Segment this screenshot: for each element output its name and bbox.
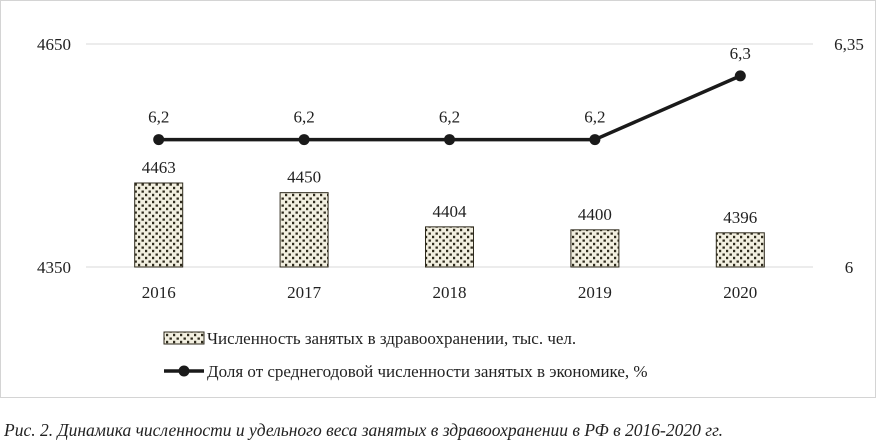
bar xyxy=(715,232,765,268)
bar-value-label: 4450 xyxy=(287,168,321,187)
bar xyxy=(425,226,474,268)
line-value-label: 6,2 xyxy=(148,108,169,127)
x-tick-label: 2016 xyxy=(142,283,176,302)
bar xyxy=(279,192,329,268)
line-point xyxy=(734,70,746,82)
bar xyxy=(134,182,184,268)
legend-line-label: Доля от среднегодовой численности заняты… xyxy=(207,362,648,381)
legend-bar-label: Численность занятых в здравоохранении, т… xyxy=(207,329,576,348)
right-axis-tick-label: 6,35 xyxy=(834,35,864,54)
x-tick-label: 2017 xyxy=(287,283,322,302)
x-tick-label: 2018 xyxy=(433,283,467,302)
left-axis-tick-label: 4650 xyxy=(37,35,71,54)
legend-bar-swatch xyxy=(163,331,205,345)
chart-canvas: 4463 4450 4404 4400 4396 6,2 6,2 6,2 6,2 6,3 4350… xyxy=(37,35,864,381)
line-point xyxy=(298,134,310,146)
line-point xyxy=(589,134,601,146)
bar-value-label: 4463 xyxy=(142,158,176,177)
x-tick-label: 2019 xyxy=(578,283,612,302)
bar-value-label: 4404 xyxy=(433,202,468,221)
legend-line-marker xyxy=(178,365,190,377)
right-axis-tick-label: 6 xyxy=(845,258,854,277)
chart-figure: 4463 4450 4404 4400 4396 6,2 6,2 6,2 6,2 6,3 4350… xyxy=(0,0,876,398)
line-point xyxy=(444,134,455,146)
line-value-label: 6,2 xyxy=(293,108,314,127)
bar-value-label: 4396 xyxy=(723,208,757,227)
bar xyxy=(570,229,620,268)
line-value-label: 6,2 xyxy=(439,108,460,127)
line-value-label: 6,3 xyxy=(730,44,751,63)
line-point xyxy=(153,134,165,146)
left-axis-tick-label: 4350 xyxy=(37,258,71,277)
line-value-label: 6,2 xyxy=(584,108,605,127)
bar-value-label: 4400 xyxy=(578,205,612,224)
figure-caption: Рис. 2. Динамика численности и удельного… xyxy=(4,420,724,440)
x-tick-label: 2020 xyxy=(723,283,757,302)
